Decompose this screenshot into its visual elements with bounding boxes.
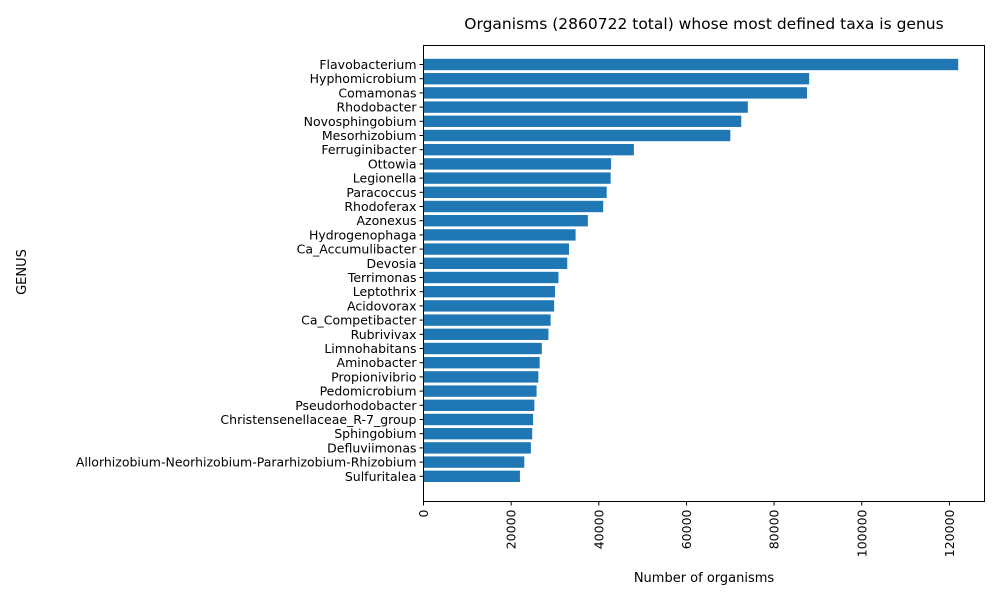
y-tick-label: Propionivibrio: [331, 369, 416, 384]
plot-frame: [423, 45, 985, 502]
bar-Pedomicrobium: [423, 385, 537, 397]
x-tick-label: 0: [416, 509, 431, 517]
bar-Aminobacter: [423, 357, 540, 369]
x-tick-label: 60000: [679, 509, 694, 549]
y-axis-label: GENUS: [15, 249, 30, 295]
bar-Mesorhizobium: [423, 129, 731, 142]
y-tick-label: Paracoccus: [346, 185, 416, 200]
y-tick-label: Novosphingobium: [304, 114, 417, 129]
y-tick-layer: FlavobacteriumHyphomicrobiumComamonasRho…: [76, 57, 424, 484]
bar-Acidovorax: [423, 300, 555, 312]
y-tick-label: Allorhizobium-Neorhizobium-Pararhizobium…: [76, 455, 417, 470]
bar-Rhodoferax: [423, 200, 604, 213]
y-tick-label: Terrimonas: [347, 270, 417, 285]
x-tick-layer: 0 20000 40000 60000 80000 100000 120000: [416, 501, 957, 557]
bar-Limnohabitans: [423, 342, 542, 355]
y-tick-label: Leptothrix: [353, 284, 417, 299]
x-tick-label: 20000: [504, 509, 519, 549]
bar-Flavobacterium: [423, 58, 959, 71]
y-tick-label: Christensenellaceae_R-7_group: [220, 412, 416, 427]
bar-Terrimonas: [423, 271, 559, 284]
y-tick-label: Devosia: [366, 256, 416, 271]
bar-Ca_Competibacter: [423, 314, 551, 326]
y-tick-label: Legionella: [353, 171, 417, 186]
y-tick-label: Defluviimonas: [327, 440, 416, 455]
y-tick-label: Comamonas: [338, 85, 416, 100]
x-tick-label: 100000: [854, 509, 869, 557]
bar-Rubrivivax: [423, 328, 549, 340]
y-tick-label: Hyphomicrobium: [310, 71, 417, 86]
y-tick-label: Mesorhizobium: [322, 128, 417, 143]
bar-Rhodobacter: [423, 101, 748, 113]
chart-title: Organisms (2860722 total) whose most def…: [464, 15, 943, 33]
x-tick-label: 80000: [767, 509, 782, 549]
bar-Ottowia: [423, 158, 612, 170]
bar-Ferruginibacter: [423, 144, 634, 156]
bar-Ca_Accumulibacter: [423, 243, 570, 255]
bar-Sulfuritalea: [423, 470, 520, 482]
x-axis-label: Number of organisms: [634, 571, 775, 586]
y-tick-label: Flavobacterium: [319, 57, 416, 72]
bar-Azonexus: [423, 215, 588, 227]
bar-Pseudorhodobacter: [423, 399, 535, 411]
y-tick-label: Aminobacter: [337, 355, 418, 370]
bar-Allorhizobium-Neorhizobium-Pararhizobium-Rhizobium: [423, 456, 525, 468]
y-tick-label: Ferruginibacter: [321, 142, 417, 157]
bars-layer: [423, 58, 959, 482]
y-tick-label: Rhodobacter: [336, 100, 417, 115]
y-tick-label: Ca_Competibacter: [301, 313, 417, 328]
y-tick-label: Pseudorhodobacter: [295, 398, 417, 413]
x-tick-label: 40000: [591, 509, 606, 549]
y-tick-label: Sphingobium: [334, 426, 416, 441]
y-tick-label: Acidovorax: [347, 298, 417, 313]
x-tick-label: 120000: [942, 509, 957, 557]
y-tick-label: Rubrivivax: [351, 327, 417, 342]
bar-Legionella: [423, 172, 611, 184]
bar-Hyphomicrobium: [423, 73, 810, 85]
y-tick-label: Pedomicrobium: [320, 384, 417, 399]
y-tick-label: Rhodoferax: [344, 199, 416, 214]
bar-Devosia: [423, 257, 568, 269]
bar-Propionivibrio: [423, 371, 539, 383]
y-tick-label: Hydrogenophaga: [309, 227, 417, 242]
bar-Paracoccus: [423, 186, 607, 198]
bar-Comamonas: [423, 87, 807, 99]
bar-Sphingobium: [423, 428, 533, 440]
bar-Novosphingobium: [423, 115, 742, 127]
y-tick-label: Ca_Accumulibacter: [297, 242, 418, 257]
bar-Hydrogenophaga: [423, 229, 576, 241]
y-tick-label: Sulfuritalea: [345, 469, 417, 484]
y-tick-label: Ottowia: [368, 156, 417, 171]
bar-Christensenellaceae_R-7_group: [423, 413, 534, 426]
y-tick-label: Azonexus: [357, 213, 417, 228]
bar-Defluviimonas: [423, 442, 531, 454]
y-tick-label: Limnohabitans: [324, 341, 416, 356]
bar-Leptothrix: [423, 286, 555, 298]
